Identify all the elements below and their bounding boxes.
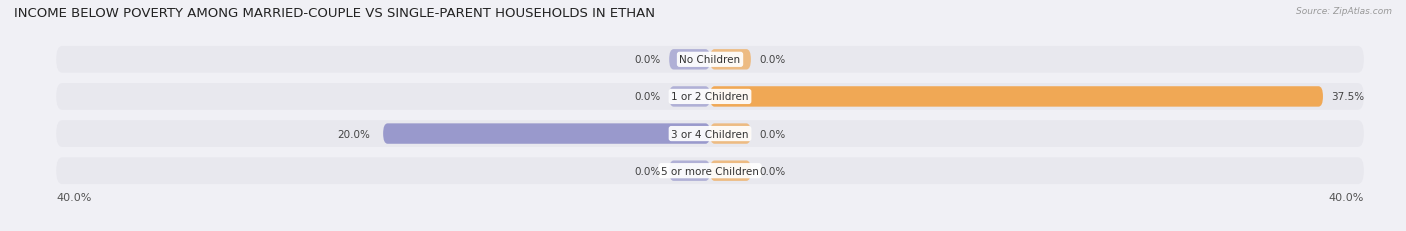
Text: 0.0%: 0.0% [759, 55, 786, 65]
FancyBboxPatch shape [56, 121, 1364, 147]
Text: 1 or 2 Children: 1 or 2 Children [671, 92, 749, 102]
FancyBboxPatch shape [710, 87, 1323, 107]
Text: 3 or 4 Children: 3 or 4 Children [671, 129, 749, 139]
Text: 5 or more Children: 5 or more Children [661, 166, 759, 176]
FancyBboxPatch shape [669, 87, 710, 107]
FancyBboxPatch shape [56, 47, 1364, 73]
Text: INCOME BELOW POVERTY AMONG MARRIED-COUPLE VS SINGLE-PARENT HOUSEHOLDS IN ETHAN: INCOME BELOW POVERTY AMONG MARRIED-COUPL… [14, 7, 655, 20]
Text: No Children: No Children [679, 55, 741, 65]
FancyBboxPatch shape [710, 124, 751, 144]
FancyBboxPatch shape [56, 84, 1364, 110]
Text: 40.0%: 40.0% [56, 192, 91, 202]
Text: 0.0%: 0.0% [759, 129, 786, 139]
Text: 37.5%: 37.5% [1331, 92, 1364, 102]
FancyBboxPatch shape [669, 161, 710, 181]
FancyBboxPatch shape [56, 158, 1364, 184]
Text: 0.0%: 0.0% [634, 55, 661, 65]
Text: 0.0%: 0.0% [634, 166, 661, 176]
Text: Source: ZipAtlas.com: Source: ZipAtlas.com [1296, 7, 1392, 16]
Text: 0.0%: 0.0% [759, 166, 786, 176]
Text: 40.0%: 40.0% [1329, 192, 1364, 202]
FancyBboxPatch shape [710, 50, 751, 70]
FancyBboxPatch shape [710, 161, 751, 181]
FancyBboxPatch shape [669, 50, 710, 70]
Text: 0.0%: 0.0% [634, 92, 661, 102]
Text: 20.0%: 20.0% [337, 129, 370, 139]
FancyBboxPatch shape [382, 124, 710, 144]
